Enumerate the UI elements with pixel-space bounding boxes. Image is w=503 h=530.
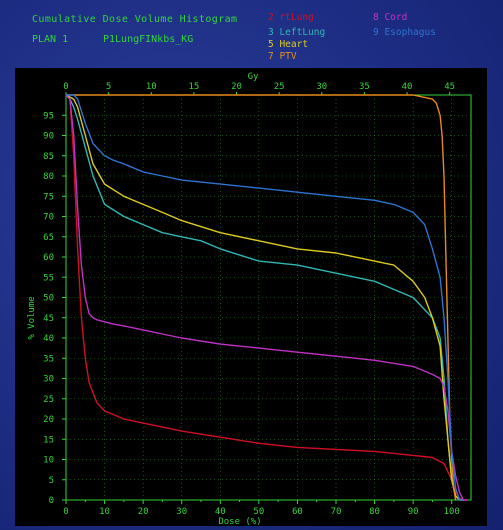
x-tick-label-bottom: 0 [63,507,68,517]
y-tick-label: 55 [43,273,54,283]
y-tick-label: 50 [43,294,54,304]
y-axis-label: % Volume [27,296,37,339]
legend-entry: 5 Heart [268,39,308,50]
legend-entry: 8 Cord [373,12,407,23]
y-tick-label: 25 [43,395,54,405]
y-tick-label: 95 [43,111,54,121]
y-tick-label: 60 [43,253,54,263]
plan-name: P1LungFINkbs_KG [103,34,193,45]
y-tick-label: 30 [43,375,54,385]
x-tick-label-bottom: 80 [369,507,380,517]
x-tick-label-bottom: 90 [408,507,419,517]
chart-title: Cumulative Dose Volume Histogram [32,14,237,25]
x-tick-label-bottom: 30 [176,507,187,517]
y-tick-label: 20 [43,415,54,425]
legend-entry: 7 PTV [268,51,297,62]
x-tick-label-top: 15 [188,82,199,92]
y-tick-label: 15 [43,435,54,445]
top-axis-label: Gy [248,72,259,82]
y-tick-label: 80 [43,172,54,182]
y-tick-label: 90 [43,132,54,142]
x-tick-label-bottom: 100 [444,507,460,517]
x-tick-label-bottom: 50 [253,507,264,517]
y-tick-label: 40 [43,334,54,344]
series-lines [65,94,468,501]
x-tick-label-top: 0 [63,82,68,92]
legend-entry: 2 rtLung [268,12,314,23]
legend-entry: 9 Esophagus [373,27,436,38]
x-tick-label-top: 20 [231,82,242,92]
y-tick-label: 85 [43,152,54,162]
x-tick-label-top: 5 [106,82,111,92]
series-line-8-cord [65,94,468,501]
y-tick-label: 70 [43,213,54,223]
x-tick-label-top: 35 [359,82,370,92]
y-tick-label: 65 [43,233,54,243]
y-tick-label: 45 [43,314,54,324]
y-tick-label: 75 [43,192,54,202]
x-tick-label-top: 10 [146,82,157,92]
x-tick-label-top: 30 [316,82,327,92]
series-line-9-esophagus [66,94,464,501]
x-tick-label-top: 45 [444,82,455,92]
x-tick-label-bottom: 70 [331,507,342,517]
bottom-axis-label: Dose (%) [218,517,261,527]
y-tick-label: 5 [49,476,54,486]
plot-area [65,94,472,501]
x-tick-label-bottom: 40 [215,507,226,517]
x-tick-label-bottom: 60 [292,507,303,517]
plan-label: PLAN 1 [32,34,68,45]
x-tick-label-top: 40 [402,82,413,92]
x-tick-label-top: 25 [274,82,285,92]
legend-entry: 3 LeftLung [268,27,325,38]
series-line-5-heart [65,94,464,501]
x-tick-label-bottom: 20 [138,507,149,517]
y-tick-label: 10 [43,456,54,466]
y-tick-label: 35 [43,354,54,364]
x-tick-label-bottom: 10 [99,507,110,517]
y-tick-label: 0 [49,496,54,506]
series-line-2-rtlung [65,94,468,501]
